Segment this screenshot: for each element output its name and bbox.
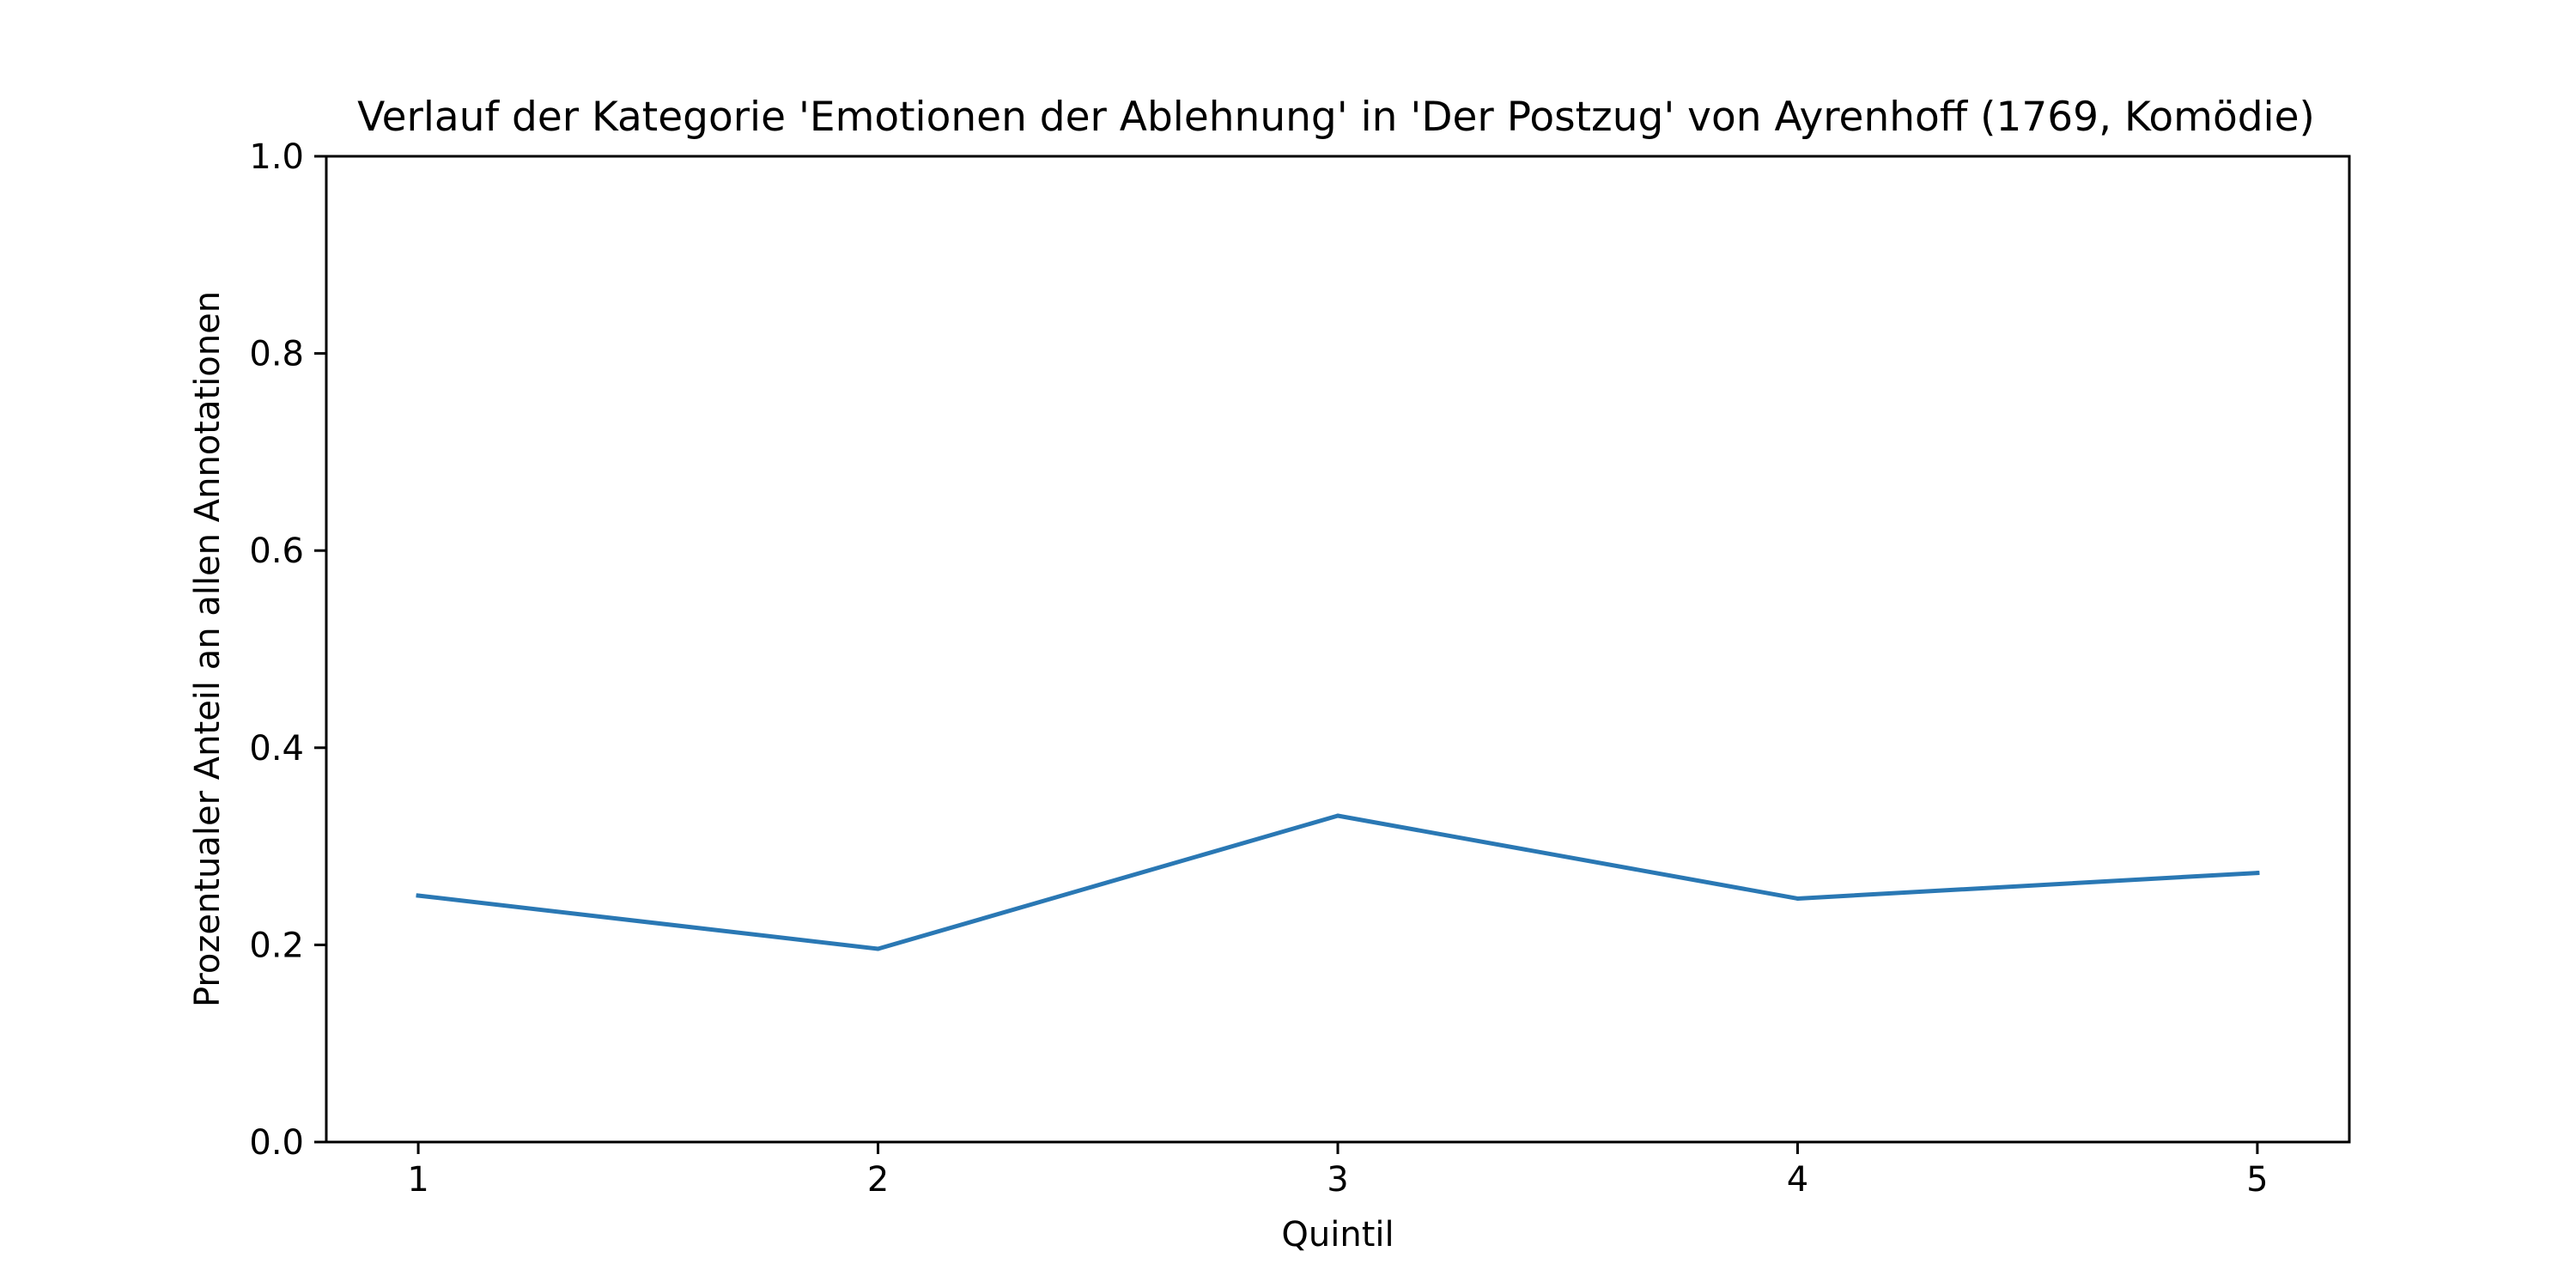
series-layer bbox=[416, 813, 2260, 951]
y-axis: 0.0 0.2 0.4 0.6 0.8 1.0 bbox=[249, 137, 326, 1163]
y-tick-label: 1.0 bbox=[249, 137, 304, 177]
data-point bbox=[416, 893, 421, 898]
y-tick-label: 0.8 bbox=[249, 335, 304, 374]
x-axis-label: Quintil bbox=[1281, 1215, 1394, 1255]
data-point bbox=[1795, 896, 1800, 901]
y-axis-label: Prozentualer Anteil an allen Annotatione… bbox=[188, 291, 228, 1007]
data-point bbox=[1335, 813, 1340, 818]
x-tick-label: 5 bbox=[2246, 1160, 2268, 1200]
y-tick-label: 0.6 bbox=[249, 532, 304, 571]
chart-title: Verlauf der Kategorie 'Emotionen der Abl… bbox=[357, 94, 2315, 141]
y-tick-label: 0.2 bbox=[249, 926, 304, 965]
y-tick-label: 0.4 bbox=[249, 729, 304, 769]
x-tick-label: 2 bbox=[867, 1160, 889, 1200]
x-tick-label: 4 bbox=[1787, 1160, 1808, 1200]
x-axis: 1 2 3 4 5 bbox=[407, 1142, 2269, 1200]
x-tick-label: 1 bbox=[407, 1160, 428, 1200]
series-line bbox=[416, 813, 2260, 951]
x-tick-label: 3 bbox=[1327, 1160, 1348, 1200]
data-point bbox=[2255, 871, 2260, 876]
plot-area-frame bbox=[325, 155, 2351, 1144]
data-point bbox=[876, 946, 881, 951]
y-tick-label: 0.0 bbox=[249, 1123, 304, 1163]
